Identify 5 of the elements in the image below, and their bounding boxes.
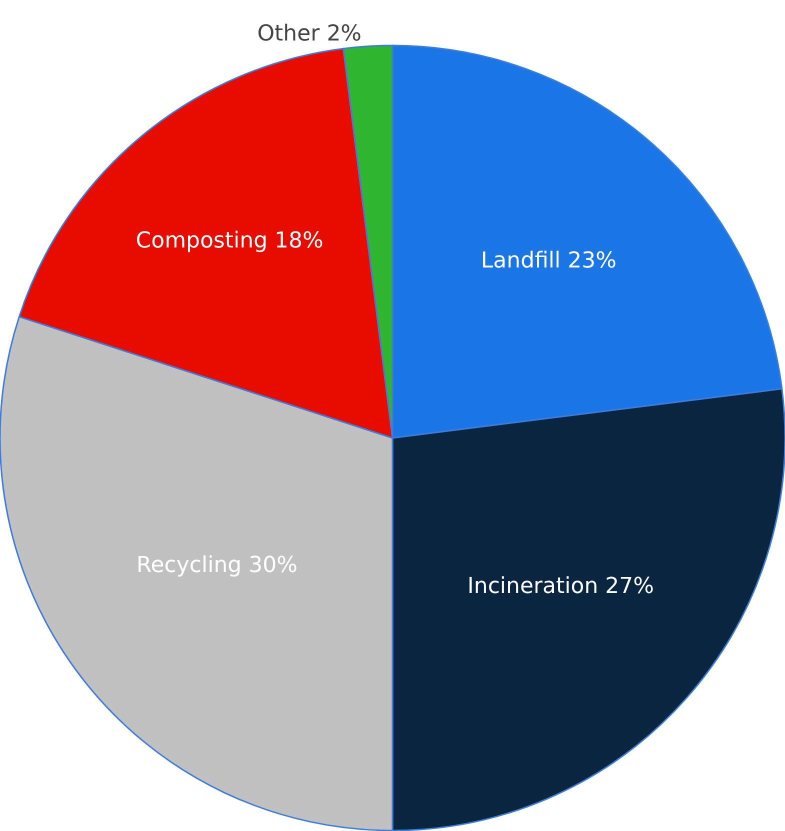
slice-label: Recycling 30%: [136, 553, 298, 578]
slice-label: Incineration 27%: [467, 574, 654, 599]
slice-label: Composting 18%: [136, 228, 324, 254]
slice-label: Other 2%: [257, 21, 362, 46]
slice-label: Landfill 23%: [480, 248, 617, 274]
